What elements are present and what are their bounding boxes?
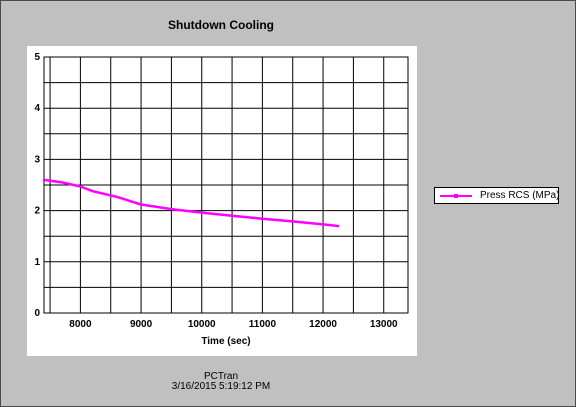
x-tick-label: 13000 <box>370 319 398 330</box>
data-point <box>116 195 118 198</box>
x-tick-label: 9000 <box>130 319 153 330</box>
y-tick-label: 2 <box>34 206 40 217</box>
legend-marker-icon <box>454 194 458 198</box>
y-tick-label: 1 <box>34 257 40 268</box>
y-tick-label: 4 <box>34 103 40 114</box>
y-tick-label: 3 <box>34 154 40 165</box>
footer-app-name: PCTran <box>203 371 239 382</box>
data-point <box>43 179 45 181</box>
legend: Press RCS (MPa) <box>434 187 559 204</box>
data-point <box>231 214 233 217</box>
x-tick-label: 12000 <box>309 319 337 330</box>
x-axis-label: Time (sec) <box>201 336 250 347</box>
plot-area: 8000 9000 10000 11000 12000 13000 0 1 2 3 4 5 Time (… <box>27 46 417 356</box>
data-point <box>91 190 94 192</box>
data-point <box>61 181 63 184</box>
data-point <box>322 223 324 226</box>
y-tick-label: 0 <box>34 308 40 319</box>
data-point <box>200 211 203 214</box>
data-point <box>291 220 294 223</box>
data-point <box>337 225 340 227</box>
data-point <box>170 208 173 210</box>
x-tick-label: 8000 <box>69 319 92 330</box>
legend-label: Press RCS (MPa) <box>480 190 560 201</box>
x-tick-label: 10000 <box>188 319 216 330</box>
line-chart: 8000 9000 10000 11000 12000 13000 0 1 2 3 4 5 Time (… <box>34 52 409 347</box>
y-tick-label: 5 <box>34 52 40 63</box>
series-line-press-rcs <box>42 178 340 228</box>
chart-title: Shutdown Cooling <box>168 18 274 32</box>
x-tick-label: 11000 <box>249 319 277 330</box>
footer-timestamp: 3/16/2015 5:19:12 PM <box>171 381 271 392</box>
data-point <box>140 203 142 206</box>
data-point <box>261 217 264 220</box>
data-point <box>79 185 82 188</box>
